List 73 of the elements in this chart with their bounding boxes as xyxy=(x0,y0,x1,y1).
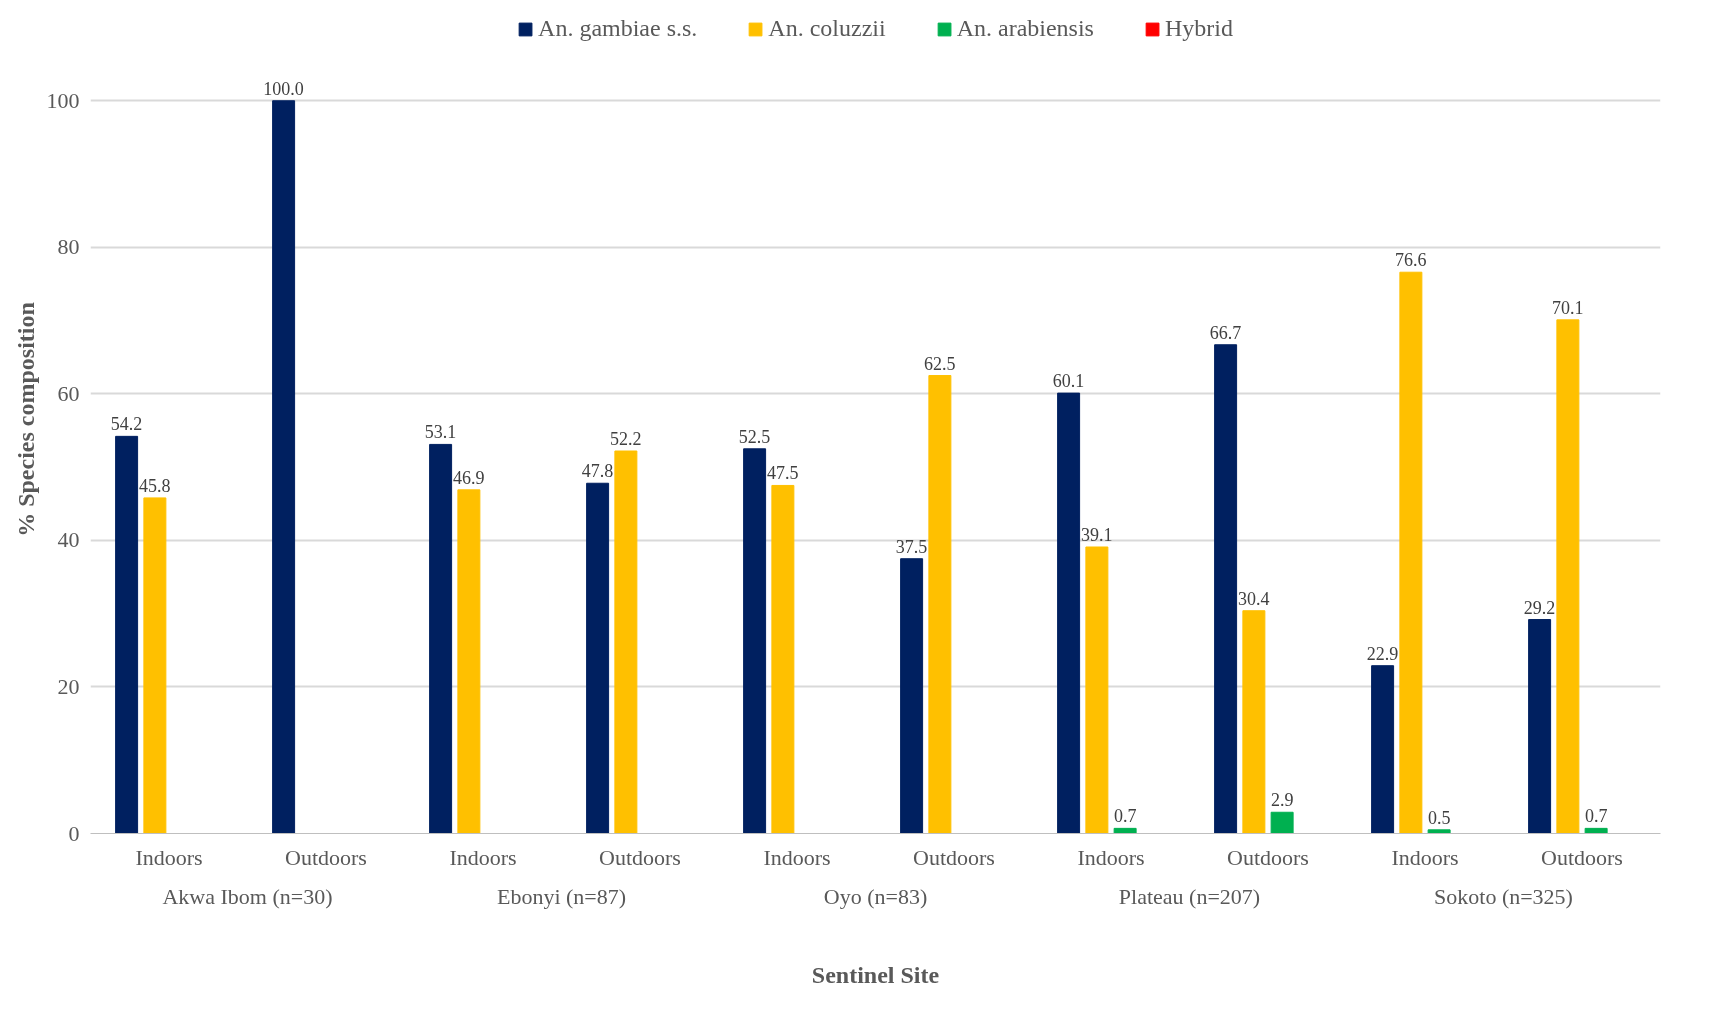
data-label: 0.7 xyxy=(1113,806,1137,827)
legend-label: An. gambiae s.s. xyxy=(538,15,698,42)
text: Oyo (n=83) xyxy=(823,883,928,909)
bar xyxy=(743,448,767,834)
bar xyxy=(457,489,481,834)
y-tick-label: 60 xyxy=(57,380,80,406)
x-tick-label: Indoors xyxy=(135,844,203,870)
x-tick-label: Indoors xyxy=(1391,844,1459,870)
data-label: 2.9 xyxy=(1270,790,1294,811)
data-label: 53.1 xyxy=(424,422,457,443)
bar xyxy=(143,497,167,834)
bar xyxy=(1584,827,1608,834)
x-tick-label: Outdoors xyxy=(285,844,367,870)
x-tick-label: Indoors xyxy=(449,844,517,870)
bar xyxy=(771,484,795,834)
bar xyxy=(1371,665,1395,834)
bar xyxy=(1214,344,1238,834)
y-tick-label: 0 xyxy=(68,820,80,846)
data-label: 0.7 xyxy=(1584,806,1608,827)
data-label: 39.1 xyxy=(1081,525,1113,545)
bar xyxy=(115,435,139,834)
y-tick-label: 40 xyxy=(57,527,80,553)
data-label: 0.5 xyxy=(1427,807,1451,828)
bar xyxy=(1270,811,1294,834)
data-label: 52.5 xyxy=(738,426,771,447)
text: Akwa Ibom (n=30) xyxy=(162,883,333,909)
data-label: 47.8 xyxy=(581,461,614,482)
legend-label: Hybrid xyxy=(1164,15,1233,42)
data-label: 60.1 xyxy=(1052,371,1085,392)
bar xyxy=(900,558,924,834)
data-label: 70.1 xyxy=(1552,297,1584,318)
y-tick-label: 20 xyxy=(57,673,80,699)
data-label: 47.5 xyxy=(767,463,799,484)
x-tick-label: Outdoors xyxy=(1541,844,1623,870)
data-label: 62.5 xyxy=(924,353,956,374)
data-label: 100.0 xyxy=(263,78,304,99)
bar xyxy=(1113,827,1137,834)
y-axis-title: % Species composition xyxy=(12,302,39,537)
bar xyxy=(928,375,952,834)
y-tick-label: 100 xyxy=(46,87,80,113)
bar xyxy=(1427,829,1451,834)
x-tick-label: Indoors xyxy=(1077,844,1145,870)
bar xyxy=(429,443,453,834)
bar xyxy=(1057,392,1081,834)
x-tick-label: Indoors xyxy=(763,844,831,870)
data-label: 76.6 xyxy=(1395,250,1427,271)
bar xyxy=(1399,271,1423,834)
data-label: 37.5 xyxy=(895,536,928,557)
bar xyxy=(614,450,638,834)
data-label: 22.9 xyxy=(1366,643,1399,664)
bar xyxy=(586,482,610,834)
bar xyxy=(1242,610,1266,834)
y-tick-label: 80 xyxy=(57,234,80,260)
data-label: 54.2 xyxy=(110,414,143,435)
data-label: 46.9 xyxy=(453,467,485,488)
legend-label: An. coluzzii xyxy=(768,15,886,42)
text: Plateau (n=207) xyxy=(1118,883,1261,909)
data-label: 52.2 xyxy=(610,429,642,450)
data-label: 45.8 xyxy=(139,475,171,496)
text: Sokoto (n=325) xyxy=(1434,883,1573,909)
x-tick-label: Outdoors xyxy=(913,844,995,870)
data-label: 29.2 xyxy=(1523,597,1556,618)
legend-label: An. arabiensis xyxy=(956,15,1094,42)
bar xyxy=(1556,319,1580,834)
data-label: 30.4 xyxy=(1238,588,1270,609)
bar xyxy=(1085,546,1109,834)
x-tick-label: Outdoors xyxy=(599,844,681,870)
bar xyxy=(272,100,296,834)
text: Ebonyi (n=87) xyxy=(496,883,627,909)
bar xyxy=(1528,619,1552,834)
x-tick-label: Outdoors xyxy=(1227,844,1309,870)
x-axis-title: Sentinel Site xyxy=(811,961,940,988)
data-label: 66.7 xyxy=(1209,322,1242,343)
